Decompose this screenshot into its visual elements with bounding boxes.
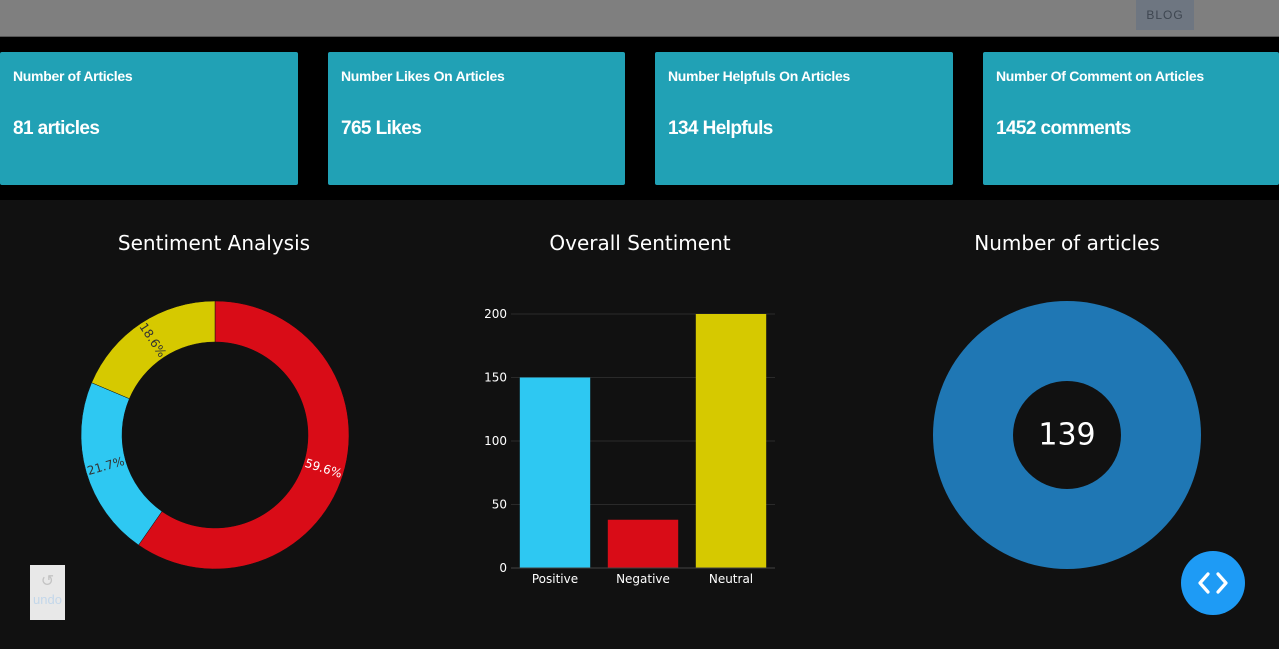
x-tick-label: Neutral [709, 572, 753, 586]
code-toggle-button[interactable] [1181, 551, 1245, 615]
donut-center-value: 139 [1038, 418, 1095, 453]
card-value: 765 Likes [341, 118, 422, 139]
top-navbar: BLOG [0, 0, 1279, 37]
bar-negative [607, 519, 679, 568]
card-title: Number Helpfuls On Articles [668, 68, 850, 84]
stats-cards-row: Number of Articles 81 articles Number Li… [0, 52, 1279, 185]
sentiment-donut-chart: 59.6%21.7%18.6% [80, 300, 350, 570]
bar-positive [519, 377, 591, 568]
card-comments-count: Number Of Comment on Articles 1452 comme… [983, 52, 1279, 185]
undo-icon: ↺ [40, 571, 55, 590]
bar-neutral [695, 314, 767, 568]
card-title: Number Of Comment on Articles [996, 68, 1204, 84]
donut-slice-neutral [91, 300, 216, 400]
card-value: 134 Helpfuls [668, 118, 773, 139]
number-of-articles-donut-chart: 139 [933, 301, 1201, 569]
y-tick-label: 0 [499, 561, 507, 575]
donut-hole [1013, 381, 1121, 489]
card-title: Number Likes On Articles [341, 68, 505, 84]
undo-button[interactable]: ↺ undo [30, 565, 65, 620]
card-title: Number of Articles [13, 68, 133, 84]
donut-slice-negative [138, 300, 350, 570]
y-tick-label: 200 [484, 307, 507, 321]
charts-panel: Sentiment Analysis Overall Sentiment Num… [0, 200, 1279, 649]
x-tick-label: Negative [616, 572, 670, 586]
card-articles-count: Number of Articles 81 articles [0, 52, 298, 185]
overall-sentiment-bar-chart: 0 50 100 150 200 Positive Negative Neutral [484, 307, 775, 586]
card-helpfuls-count: Number Helpfuls On Articles 134 Helpfuls [655, 52, 953, 185]
sentiment-analysis-title: Sentiment Analysis [117, 231, 311, 255]
y-tick-label: 100 [484, 434, 507, 448]
y-tick-label: 150 [484, 371, 507, 385]
code-brackets-icon [1198, 572, 1228, 594]
blog-nav-button[interactable]: BLOG [1136, 0, 1194, 30]
y-tick-label: 50 [492, 498, 507, 512]
x-tick-label: Positive [532, 572, 578, 586]
card-value: 81 articles [13, 118, 100, 139]
card-likes-count: Number Likes On Articles 765 Likes [328, 52, 625, 185]
card-value: 1452 comments [996, 118, 1131, 139]
undo-label: undo [33, 592, 62, 607]
overall-sentiment-title: Overall Sentiment [549, 231, 731, 255]
number-of-articles-title: Number of articles [974, 231, 1160, 255]
